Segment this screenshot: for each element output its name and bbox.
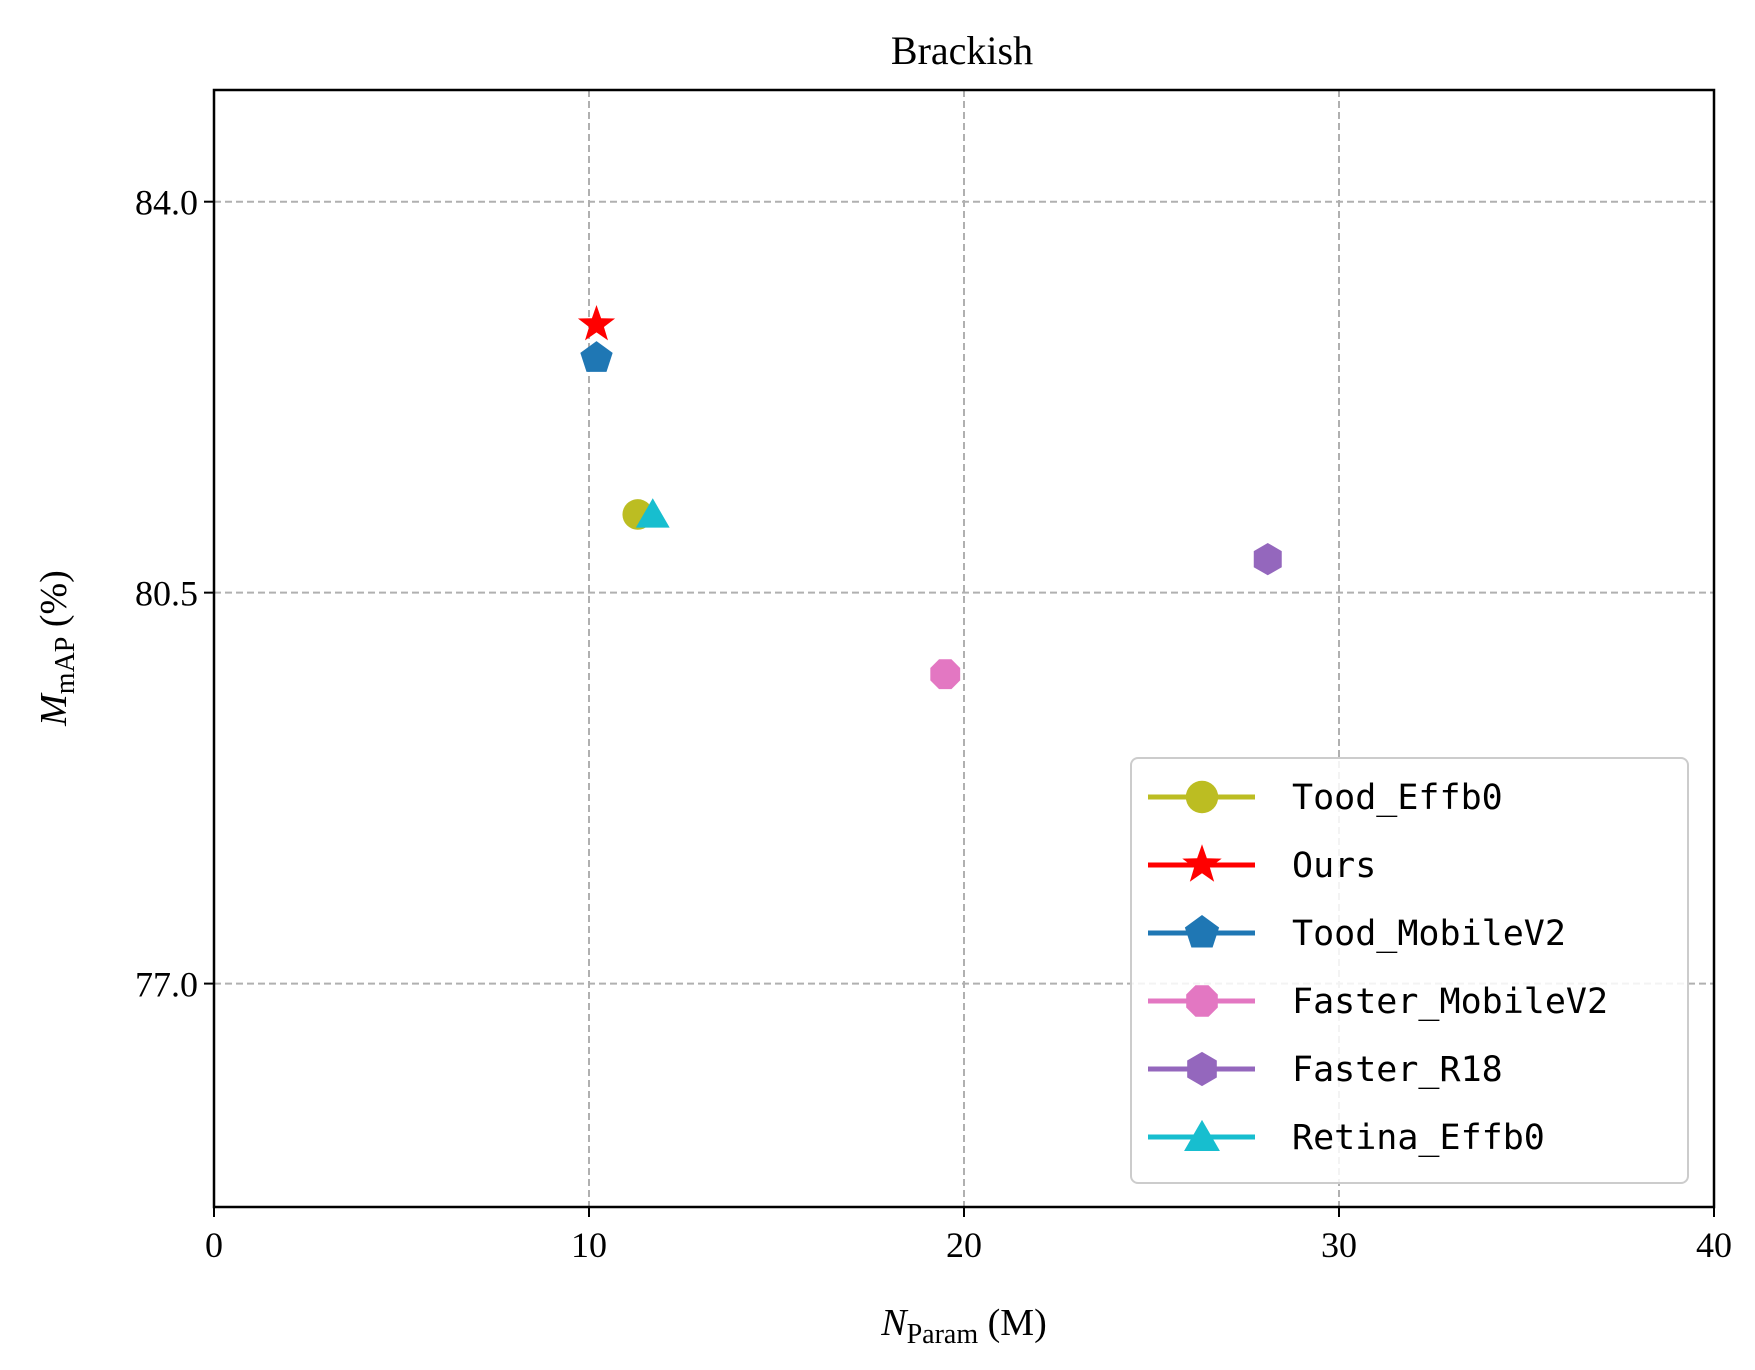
ticks: 0 10 20 30 40 77.0 80.5 84.0: [135, 183, 1732, 1265]
legend-entry: Faster_R18: [1148, 1050, 1503, 1090]
x-tick-label: 30: [1321, 1225, 1357, 1265]
data-point: [930, 659, 961, 690]
legend-label: Ours: [1292, 846, 1376, 886]
legend-label: Tood_Effb0: [1292, 778, 1503, 818]
legend-marker: [1185, 780, 1219, 814]
x-axis-label: NParam (M): [880, 1302, 1047, 1350]
legend-label: Faster_MobileV2: [1292, 982, 1608, 1022]
legend-entry: Tood_Effb0: [1148, 778, 1503, 818]
y-tick-label: 84.0: [135, 183, 198, 223]
legend-entry: Tood_MobileV2: [1148, 914, 1566, 954]
x-tick-label: 20: [946, 1225, 982, 1265]
legend-marker: [1186, 985, 1218, 1017]
x-tick-label: 10: [571, 1225, 607, 1265]
legend-entry: Ours: [1148, 844, 1376, 886]
legend-marker: [1182, 844, 1222, 882]
legend-entry: Retina_Effb0: [1148, 1118, 1545, 1158]
legend: Tood_Effb0 Ours Tood_MobileV2 Faster_Mobile…: [1130, 757, 1689, 1184]
legend-frame: [1130, 757, 1689, 1184]
data-point: [580, 341, 613, 372]
legend-marker: [1187, 1051, 1217, 1087]
x-tick-label: 40: [1696, 1225, 1732, 1265]
x-tick-label: 0: [205, 1225, 223, 1265]
data-point: [635, 498, 670, 528]
y-axis-label: MmAP (%): [33, 570, 81, 727]
legend-entry: Faster_MobileV2: [1148, 982, 1608, 1022]
chart-title: Brackish: [891, 28, 1033, 73]
data-point: [577, 305, 616, 341]
legend-marker: [1184, 915, 1220, 948]
legend-label: Retina_Effb0: [1292, 1118, 1545, 1158]
legend-label: Faster_R18: [1292, 1050, 1503, 1090]
data-point: [1253, 542, 1282, 576]
y-tick-label: 80.5: [135, 574, 198, 614]
data-points: [577, 305, 1282, 690]
y-tick-label: 77.0: [135, 965, 198, 1005]
legend-label: Tood_MobileV2: [1292, 914, 1566, 954]
legend-marker: [1184, 1119, 1220, 1151]
